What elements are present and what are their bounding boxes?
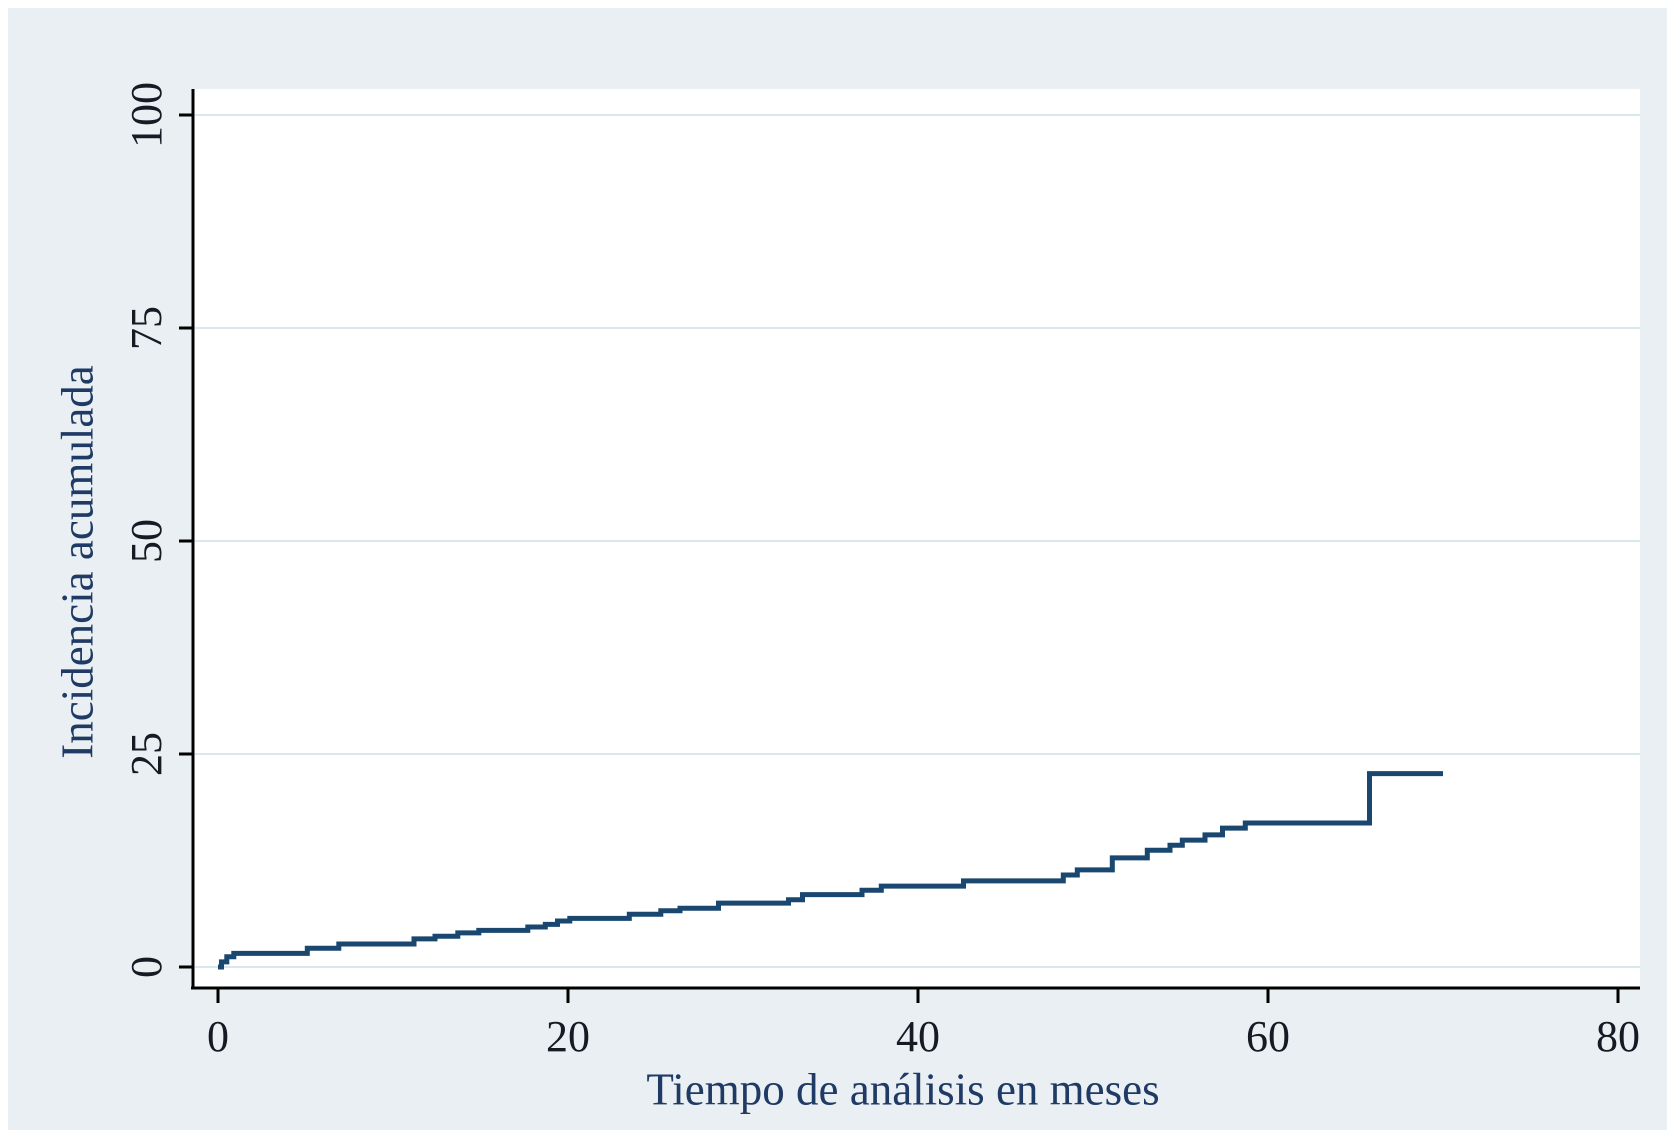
- x-tick-label-40: 40: [896, 1012, 940, 1061]
- y-tick-label-50: 50: [122, 519, 171, 563]
- x-tick-label-80: 80: [1596, 1012, 1640, 1061]
- x-tick-label-0: 0: [207, 1012, 229, 1061]
- x-tick-marks: [216, 988, 1620, 1003]
- x-tick-label-60: 60: [1246, 1012, 1290, 1061]
- plot-area: [193, 89, 1640, 988]
- incidence-step-line: [218, 771, 1443, 970]
- y-tick-label-0: 0: [122, 956, 171, 978]
- x-axis-title: Tiempo de análisis en meses: [646, 1064, 1160, 1115]
- y-tick-label-75: 75: [122, 306, 171, 350]
- y-tick-label-100: 100: [122, 82, 171, 148]
- gridlines: [195, 114, 1640, 968]
- y-axis-title: Incidencia acumulada: [52, 365, 103, 759]
- y-tick-marks: [179, 113, 193, 969]
- x-tick-label-20: 20: [546, 1012, 590, 1061]
- y-tick-label-25: 25: [122, 732, 171, 776]
